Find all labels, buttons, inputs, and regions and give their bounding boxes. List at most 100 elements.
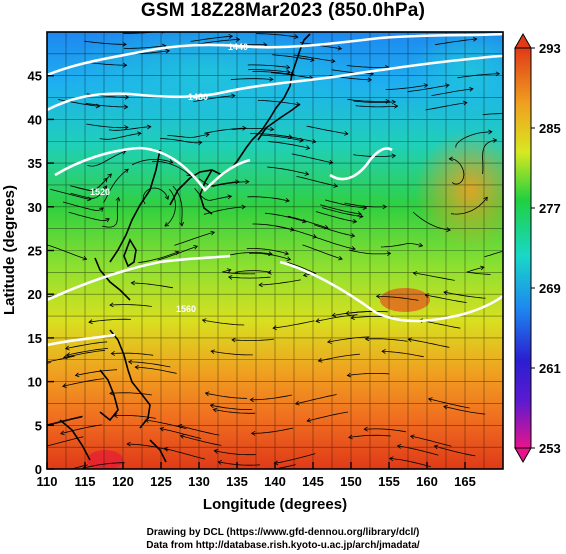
streamline-arrow	[9, 367, 13, 371]
streamline	[307, 411, 349, 422]
streamline	[272, 464, 296, 469]
streamline	[111, 352, 154, 356]
streamline-arrow	[480, 265, 485, 271]
streamline-arrow	[315, 318, 320, 324]
x-tick-label: 140	[264, 474, 286, 489]
streamline	[70, 185, 108, 199]
streamline	[408, 338, 450, 348]
streamline	[321, 207, 363, 218]
streamline-arrow	[285, 64, 291, 70]
streamline-arrow	[231, 93, 236, 99]
y-tick-label: 10	[28, 375, 42, 390]
streamline	[264, 212, 307, 223]
streamline-arrow	[210, 230, 216, 236]
streamline-arrow	[412, 271, 418, 276]
coastlines	[59, 33, 311, 463]
streamline-arrow	[267, 269, 272, 275]
streamline-arrow	[304, 171, 310, 176]
streamline	[256, 33, 298, 38]
streamline-arrow	[130, 280, 136, 286]
streamline	[434, 445, 476, 457]
streamline-arrow	[285, 198, 290, 203]
streamline-arrow	[386, 251, 392, 257]
streamline	[365, 338, 408, 342]
streamline-arrow	[375, 293, 381, 299]
height-contours	[47, 32, 503, 347]
streamline	[385, 84, 428, 90]
y-axis-ticks: 0 5 10 15 20 25 30 35 40 45	[28, 69, 54, 477]
streamline-arrow	[193, 245, 199, 250]
x-tick-label: 145	[302, 474, 324, 489]
streamline-arrow	[409, 434, 415, 440]
streamline	[213, 409, 256, 414]
streamline-arrow	[302, 218, 307, 224]
streamline	[247, 64, 290, 68]
streamline-arrow	[299, 137, 304, 143]
y-axis-title: Latitude (degrees)	[1, 185, 18, 315]
colorbar-label: 293	[539, 41, 561, 56]
x-tick-label: 120	[112, 474, 134, 489]
streamline-arrow	[235, 179, 240, 185]
y-tick-label: 5	[35, 418, 42, 433]
streamline	[180, 435, 222, 446]
streamline-arrow	[249, 397, 254, 403]
x-axis-ticks: 110 115 120 125 130 135 140 145 150 155 160 165	[37, 462, 476, 489]
streamline-arrow	[102, 185, 108, 191]
streamline	[247, 196, 290, 202]
streamline	[230, 78, 273, 81]
streamline	[346, 65, 389, 68]
streamline	[355, 105, 398, 108]
x-tick-label: 160	[416, 474, 438, 489]
streamline-arrow	[367, 77, 373, 83]
streamline-arrow	[331, 58, 336, 64]
streamline	[47, 362, 51, 364]
streamline-arrow	[123, 104, 129, 110]
streamline-arrow	[333, 183, 339, 188]
streamline	[151, 160, 191, 177]
streamline-arrow	[344, 130, 349, 136]
streamline-arrow	[245, 179, 250, 185]
streamline-arrow	[284, 250, 290, 256]
streamline	[413, 272, 455, 281]
streamline	[482, 139, 497, 175]
streamline-arrow	[210, 349, 215, 355]
streamline	[257, 100, 300, 106]
colorbar-min-arrow	[514, 447, 532, 464]
x-tick-label: 135	[226, 474, 248, 489]
streamline	[274, 453, 316, 464]
streamline-arrow	[350, 233, 356, 238]
streamline-arrow	[105, 218, 110, 223]
streamline-arrow	[357, 211, 362, 216]
streamline-arrow	[407, 337, 413, 343]
streamline	[295, 394, 337, 405]
streamline-arrow	[382, 204, 387, 210]
streamline-arrow	[165, 48, 170, 54]
streamline	[138, 251, 179, 263]
streamline-arrow	[34, 362, 38, 366]
streamline-arrow	[352, 218, 358, 224]
streamline	[123, 45, 166, 49]
streamline	[482, 113, 503, 116]
streamline-arrow	[127, 359, 133, 365]
streamline-arrow	[62, 383, 67, 388]
streamline	[407, 84, 450, 93]
streamline	[70, 178, 108, 191]
streamline	[62, 378, 105, 387]
streamline-arrow	[312, 234, 318, 239]
streamline	[157, 245, 198, 261]
streamline	[103, 168, 129, 203]
streamline-arrow	[393, 103, 399, 109]
streamline-arrow	[348, 434, 353, 440]
streamline-arrow	[64, 345, 70, 351]
streamline	[435, 38, 477, 46]
streamline-arrow	[362, 205, 368, 211]
streamline	[109, 304, 152, 307]
streamline	[302, 244, 343, 260]
streamline	[109, 392, 152, 396]
streamline-arrow	[331, 312, 337, 318]
streamline	[62, 201, 104, 211]
streamline	[174, 231, 215, 246]
streamline-arrow	[110, 350, 115, 356]
streamline-arrow	[82, 255, 88, 261]
